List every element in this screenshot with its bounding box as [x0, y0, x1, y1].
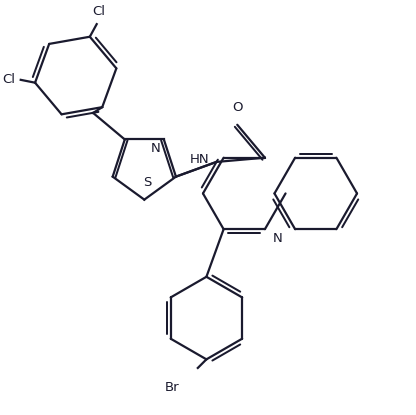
Text: Cl: Cl — [92, 5, 105, 18]
Text: Cl: Cl — [2, 73, 15, 86]
Text: O: O — [232, 101, 243, 115]
Text: Br: Br — [165, 381, 179, 393]
Text: N: N — [272, 232, 282, 245]
Text: S: S — [143, 176, 151, 189]
Text: N: N — [151, 142, 161, 155]
Text: HN: HN — [190, 153, 210, 166]
